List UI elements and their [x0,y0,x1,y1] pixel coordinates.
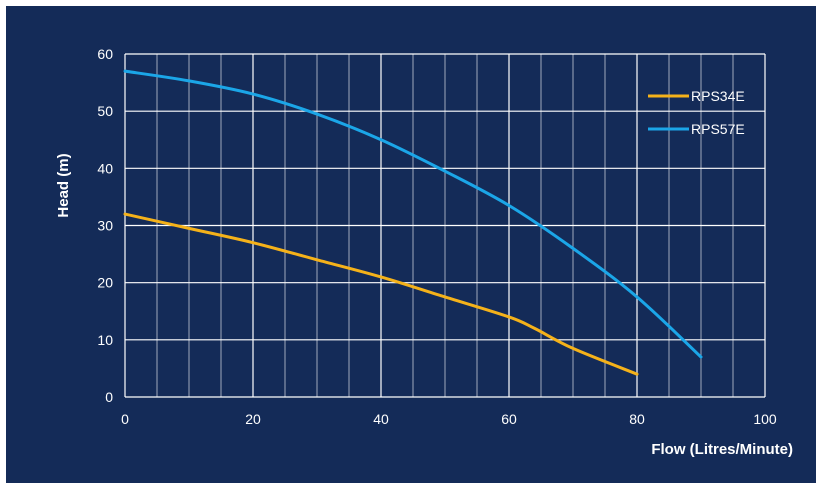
y-axis-ticks: 0 10 20 30 40 50 60 [97,46,113,405]
major-gridlines [124,53,766,398]
chart-panel: 0 20 40 60 80 100 0 10 20 30 40 50 60 RPS34E RPS57E … [6,6,816,483]
x-axis-ticks: 0 20 40 60 80 100 [121,411,777,427]
y-tick-label: 40 [97,160,113,176]
y-tick-label: 10 [97,332,113,348]
x-tick-label: 0 [121,411,129,427]
legend-label-rps34e: RPS34E [691,88,745,104]
series-lines [123,69,703,376]
y-tick-label: 30 [97,218,113,234]
y-axis-title: Head (m) [55,153,72,217]
x-tick-label: 20 [245,411,261,427]
x-tick-label: 100 [753,411,777,427]
legend: RPS34E RPS57E [648,88,745,137]
x-axis-title: Flow (Litres/Minute) [651,441,793,458]
legend-label-rps57e: RPS57E [691,121,745,137]
y-tick-label: 20 [97,275,113,291]
y-tick-label: 0 [105,389,113,405]
series-line-rps34e [123,212,639,376]
x-tick-label: 60 [501,411,517,427]
x-tick-label: 80 [629,411,645,427]
x-tick-label: 40 [373,411,389,427]
y-tick-label: 50 [97,103,113,119]
y-tick-label: 60 [97,46,113,62]
series-line-rps57e [123,69,703,359]
